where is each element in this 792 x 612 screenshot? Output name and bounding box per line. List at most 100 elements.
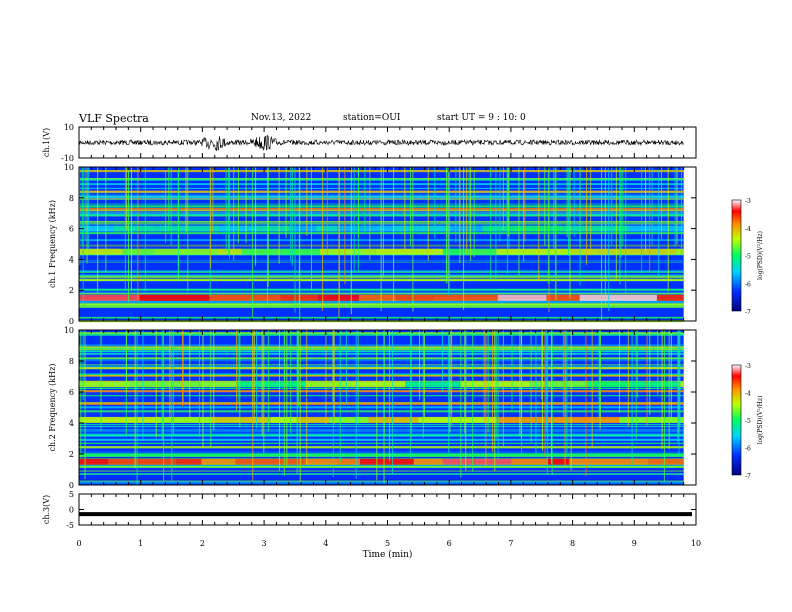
ch1-spec-sferic (446, 167, 448, 283)
ch2-spec-colorbar-tick: -3 (745, 363, 751, 370)
ch1-spec-ytick-label: 2 (69, 286, 74, 295)
ch2-spec-hline (79, 428, 684, 431)
ch2-spec-band-0 (204, 381, 237, 388)
ch1-spec-sferic (468, 167, 470, 242)
ch2-spec-sferic (546, 330, 548, 475)
ch2-spec-sferic (585, 330, 587, 477)
ch2-spec-band-2 (108, 458, 177, 465)
ch2-spec-hline (79, 364, 684, 366)
ch2-spec-band-1 (270, 416, 297, 423)
ch1-spec-band-1 (155, 248, 218, 255)
ch1-spec-sferic (620, 167, 622, 258)
ch2-spec-band-2 (176, 458, 202, 465)
ch2-spec-sferic (290, 330, 292, 433)
ch1-spec-sferic (579, 167, 581, 286)
ch2-spec-hline (79, 482, 684, 484)
ch2-spec-hline (79, 347, 684, 349)
ch2-spec-band-2 (442, 458, 512, 465)
ch1-spec-sferic (490, 167, 492, 280)
ch1-spec-band-1 (79, 248, 123, 255)
ch1-spec-band-0 (113, 225, 157, 232)
ch1-spec-sferic (245, 167, 247, 243)
ch1-spec-sferic (553, 167, 555, 250)
ch1-waveform-ylabel: ch.1(V) (42, 128, 51, 157)
ch2-spec-band-2 (648, 458, 684, 465)
ch1-spec-sferic (547, 167, 549, 285)
ch2-spec-sferic (339, 330, 341, 463)
ch2-spec-sferic (661, 330, 663, 450)
ch2-spec-sferic (210, 330, 212, 448)
ch1-spec-band-0 (290, 225, 316, 232)
station-label: station=OUI (343, 113, 401, 123)
ch1-spec-sferic (506, 167, 508, 274)
start-time-label: start UT = 9 : 10: 0 (437, 113, 526, 123)
ch2-spec-band-2 (337, 458, 361, 465)
ch2-spec-band-0 (405, 381, 461, 388)
ch1-spec-sferic (130, 167, 132, 291)
ch2-spec-band-1 (368, 416, 419, 423)
ch1-spec-sferic (622, 167, 624, 246)
ch2-spec-hline (79, 344, 684, 346)
ch2-spec-sferic (646, 330, 648, 427)
ch1-spec-ytick-label: 0 (69, 317, 74, 326)
ch1-spec-band-0 (255, 225, 291, 232)
ch2-spec-sferic (82, 330, 84, 401)
ch2-spec-sferic (267, 330, 269, 432)
ch2-spec-hline (79, 480, 684, 482)
ch2-spec-sferic (169, 330, 171, 422)
ch2-spec-sferic (261, 330, 263, 437)
ch1-spec-sferic (544, 167, 546, 246)
ch1-spec-sferic (649, 167, 651, 272)
ch1-spec-sferic (185, 167, 187, 233)
ch2-spec-sferic (278, 330, 280, 471)
ch2-spec-hline (79, 454, 684, 457)
ch2-spec-sferic (134, 330, 136, 469)
ch2-spec-band-1 (79, 416, 156, 423)
ch2-spec-hline (79, 478, 684, 481)
ch3-waveform-ylabel: ch.3(V) (42, 495, 51, 524)
ch2-spec-sferic (182, 330, 184, 404)
ch1-spec-band-0 (219, 225, 256, 232)
ch1-spec-sferic (165, 167, 167, 243)
ch1-spec-sferic (586, 167, 588, 265)
ch1-spec-sferic (137, 167, 139, 301)
ch2-spec-sferic (213, 330, 215, 431)
ch2-spec-sferic (540, 330, 542, 400)
ch1-spec-colorbar-tick: -4 (745, 226, 751, 233)
ch2-spec-sferic (663, 330, 665, 482)
time-tick-label: 8 (570, 539, 575, 548)
ch2-spec-hline (79, 410, 684, 412)
ch1-spec-band-0 (79, 225, 114, 232)
ch2-spec-hline (79, 374, 684, 375)
axes-layer: 0 1 2 3 4 5 6 7 8 9 10 Time (min) (76, 539, 701, 560)
ch2-spec-sferic (519, 330, 521, 436)
ch2-spec-hline (79, 402, 684, 405)
ch2-spec-sferic (550, 330, 552, 464)
ch1-spec-sferic (523, 167, 525, 262)
ch2-spec-hline (79, 348, 684, 350)
ch1-spec-sferic (229, 167, 231, 260)
ch2-spec-band-0 (677, 381, 684, 388)
ch2-spec-hline (79, 395, 684, 397)
ch2-spec-sferic (297, 330, 299, 407)
ch1-spec-band-2 (433, 294, 498, 301)
ch1-spec-sferic (463, 167, 465, 310)
ch1-spec-band-2 (396, 294, 434, 301)
ch2-spec-band-1 (296, 416, 330, 423)
ch1-spec-sferic (601, 167, 603, 321)
ch2-spec-sferic (236, 330, 238, 411)
ch1-spec-sferic (427, 167, 429, 261)
ch1-spec-sferic (661, 167, 663, 239)
ch2-spec-band-1 (496, 416, 572, 423)
ch1-spec-ytick-label: 6 (69, 225, 74, 234)
ch2-spec-hline (79, 373, 684, 375)
ch2-spec-sferic (487, 330, 489, 433)
ch2-spec-sferic (163, 330, 165, 482)
ch2-spec-hline (79, 332, 684, 334)
figure-title: VLF Spectra (79, 112, 149, 125)
ch2-spec-hline (79, 390, 684, 393)
ch1-spec-band-2 (209, 294, 281, 301)
time-axis-label: Time (min) (363, 549, 413, 560)
ch2-spec-sferic (237, 330, 239, 403)
ch1-spec-sferic (322, 167, 324, 311)
